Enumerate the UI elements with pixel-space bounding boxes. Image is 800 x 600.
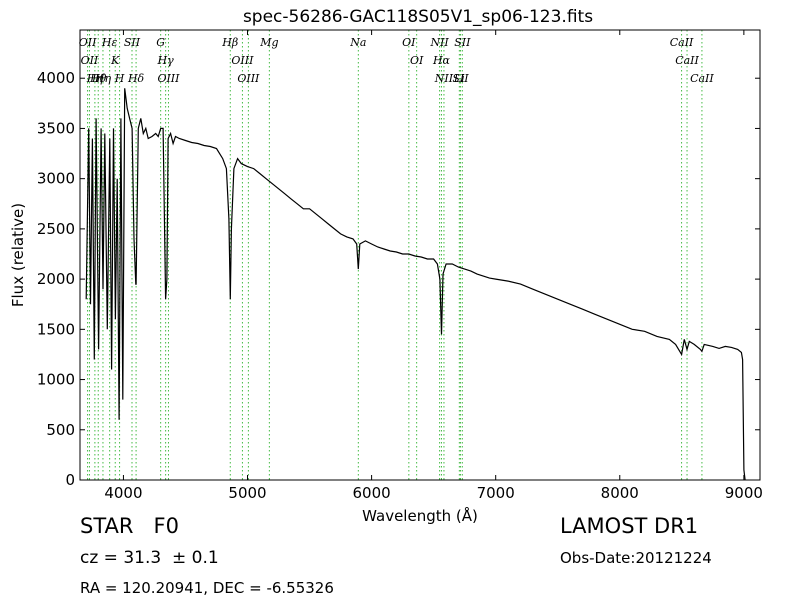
line-label-0: OII — [79, 36, 97, 49]
y-tick-label-0: 0 — [65, 471, 75, 489]
line-label-24: SII — [452, 72, 469, 85]
y-tick-label-4: 2000 — [37, 270, 75, 288]
chart-title: spec-56286-GAC118S05V1_sp06-123.fits — [243, 7, 593, 27]
line-label-21: Hα — [432, 54, 451, 67]
line-label-18: OI — [402, 36, 416, 49]
series-layer — [85, 88, 746, 481]
line-label-22: NII — [434, 72, 454, 85]
emission-line-markers — [87, 30, 703, 480]
line-label-26: CaII — [670, 36, 694, 49]
x-tick-label-5: 9000 — [725, 484, 763, 502]
y-tick-label-7: 3500 — [37, 119, 75, 137]
y-tick-label-3: 1500 — [37, 320, 75, 338]
x-tick-label-2: 6000 — [353, 484, 391, 502]
line-label-4: Hη — [94, 72, 112, 85]
x-tick-label-3: 7000 — [477, 484, 515, 502]
redshift-text: cz = 31.3 ± 0.1 — [80, 548, 219, 568]
line-label-3: Hθ — [89, 72, 107, 85]
x-tick-label-4: 8000 — [601, 484, 639, 502]
line-label-20: NII — [429, 36, 449, 49]
y-tick-label-5: 2500 — [37, 220, 75, 238]
x-tick-label-1: 5000 — [228, 484, 266, 502]
line-label-27: CaII — [675, 54, 699, 67]
line-label-28: CaII — [690, 72, 714, 85]
y-tick-label-1: 500 — [46, 421, 75, 439]
y-tick-label-6: 3000 — [37, 170, 75, 188]
spectrum-line-0 — [85, 88, 746, 481]
line-label-25: SII — [454, 36, 471, 49]
line-label-15: OIII — [237, 72, 260, 85]
line-label-12: OIII — [157, 72, 180, 85]
x-axis-label: Wavelength (Å) — [362, 506, 478, 525]
line-label-2: Hη — [86, 72, 104, 85]
y-axis-label: Flux (relative) — [9, 203, 27, 307]
line-label-1: OII — [81, 54, 99, 67]
line-label-17: Na — [349, 36, 366, 49]
line-label-9: Hδ — [127, 72, 145, 85]
coordinates-text: RA = 120.20941, DEC = -6.55326 — [80, 579, 334, 597]
observation-date: Obs-Date:20121224 — [560, 549, 712, 567]
spectral-class: STAR F0 — [80, 514, 179, 538]
line-label-16: Mg — [259, 36, 278, 49]
line-label-5: Hε — [101, 36, 118, 49]
line-label-14: OIII — [231, 54, 254, 67]
plot-frame — [79, 29, 761, 481]
y-tick-label-8: 4000 — [37, 69, 75, 87]
line-label-8: SII — [124, 36, 141, 49]
line-label-19: OI — [410, 54, 424, 67]
axis-ticks: 4000 5000 6000 7000 8000 9000 0 500 1000 1500 2000… — [37, 30, 763, 502]
line-label-13: Hβ — [221, 36, 238, 49]
line-label-7: H — [114, 72, 125, 85]
line-label-10: G — [156, 36, 165, 49]
y-tick-label-2: 1000 — [37, 371, 75, 389]
line-label-6: K — [110, 54, 120, 67]
x-tick-label-0: 4000 — [104, 484, 142, 502]
survey-name: LAMOST DR1 — [560, 514, 699, 538]
line-label-23: Li — [453, 72, 465, 85]
line-label-11: Hγ — [157, 54, 175, 67]
